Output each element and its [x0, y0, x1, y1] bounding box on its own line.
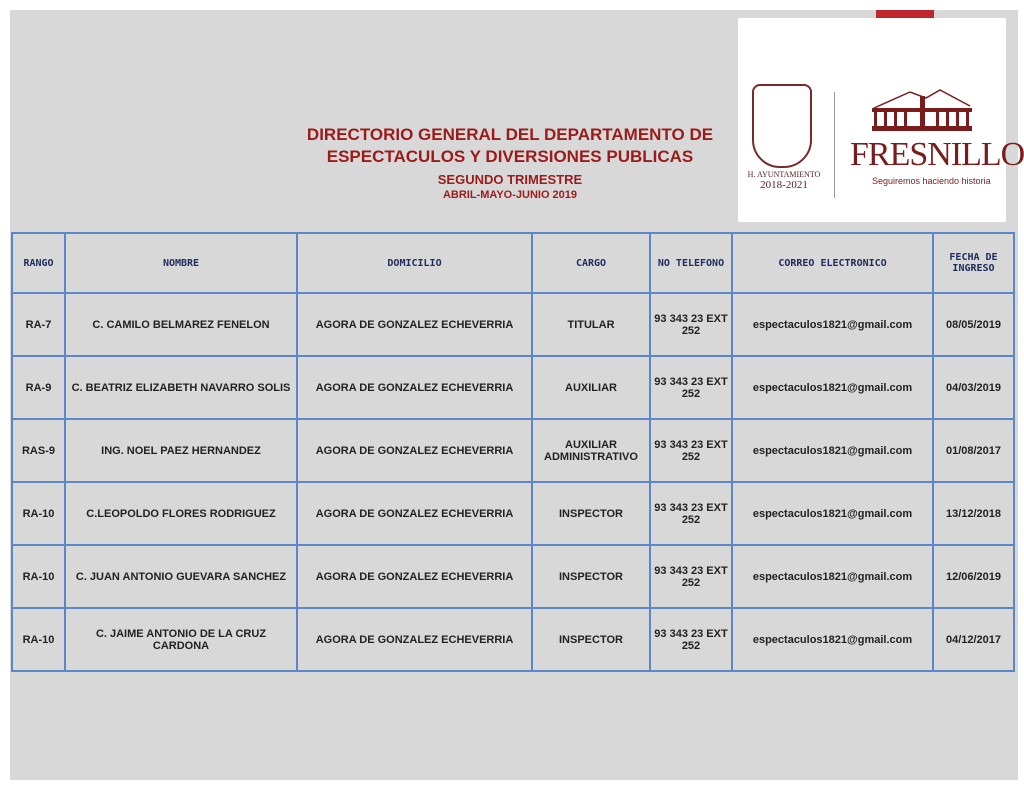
ayuntamiento-label: H. AYUNTAMIENTO 2018-2021: [747, 170, 821, 191]
table-cell: RA-10: [11, 481, 66, 546]
table-cell: C. BEATRIZ ELIZABETH NAVARRO SOLIS: [64, 355, 298, 420]
table-cell: INSPECTOR: [531, 607, 651, 672]
table-cell: AGORA DE GONZALEZ ECHEVERRIA: [296, 292, 533, 357]
table-row: RA-10 C. JAIME ANTONIO DE LA CRUZ CARDONA…: [11, 607, 1015, 672]
table-cell: espectaculos1821@gmail.com: [731, 355, 934, 420]
table-cell: espectaculos1821@gmail.com: [731, 607, 934, 672]
fresnillo-monument-icon: [872, 89, 972, 131]
table-cell: ING. NOEL PAEZ HERNANDEZ: [64, 418, 298, 483]
coat-of-arms-icon: [752, 84, 812, 168]
table-cell: TITULAR: [531, 292, 651, 357]
table-cell: espectaculos1821@gmail.com: [731, 418, 934, 483]
directory-table: RANGO NOMBRE DOMICILIO CARGO NO TELEFONO CORR…: [11, 232, 1015, 672]
table-cell: RAS-9: [11, 418, 66, 483]
table-cell: AGORA DE GONZALEZ ECHEVERRIA: [296, 544, 533, 609]
table-cell: AGORA DE GONZALEZ ECHEVERRIA: [296, 607, 533, 672]
column-header: FECHA DE INGRESO: [932, 232, 1015, 294]
table-cell: AGORA DE GONZALEZ ECHEVERRIA: [296, 418, 533, 483]
table-cell: AGORA DE GONZALEZ ECHEVERRIA: [296, 481, 533, 546]
table-cell: INSPECTOR: [531, 544, 651, 609]
column-header: NOMBRE: [64, 232, 298, 294]
table-row: RAS-9 ING. NOEL PAEZ HERNANDEZ AGORA DE GO…: [11, 418, 1015, 483]
table-cell: AUXILIAR ADMINISTRATIVO: [531, 418, 651, 483]
table-row: RA-9 C. BEATRIZ ELIZABETH NAVARRO SOLIS AG…: [11, 355, 1015, 420]
table-row: RA-10 C.LEOPOLDO FLORES RODRIGUEZ AGORA DE…: [11, 481, 1015, 546]
table-cell: 12/06/2019: [932, 544, 1015, 609]
table-cell: C.LEOPOLDO FLORES RODRIGUEZ: [64, 481, 298, 546]
column-header: RANGO: [11, 232, 66, 294]
table-cell: RA-10: [11, 544, 66, 609]
logo-divider: [834, 92, 835, 198]
table-cell: 04/03/2019: [932, 355, 1015, 420]
logo-block: H. AYUNTAMIENTO 2018-2021 FRESNILLO Segui…: [738, 18, 1024, 222]
column-header: CORREO ELECTRONICO: [731, 232, 934, 294]
slogan: Seguiremos haciendo historia: [872, 176, 991, 186]
table-cell: RA-7: [11, 292, 66, 357]
column-header: CARGO: [531, 232, 651, 294]
table-cell: 93 343 23 EXT 252: [649, 292, 733, 357]
table-cell: espectaculos1821@gmail.com: [731, 481, 934, 546]
subtitle: SEGUNDO TRIMESTRE: [437, 172, 583, 187]
table-cell: RA-10: [11, 607, 66, 672]
column-header: NO TELEFONO: [649, 232, 733, 294]
table-cell: 93 343 23 EXT 252: [649, 481, 733, 546]
table-cell: 08/05/2019: [932, 292, 1015, 357]
table-cell: C. JUAN ANTONIO GUEVARA SANCHEZ: [64, 544, 298, 609]
table-cell: espectaculos1821@gmail.com: [731, 292, 934, 357]
city-logo-text: FRESNILLO: [850, 136, 1024, 173]
table-cell: 01/08/2017: [932, 418, 1015, 483]
table-cell: 13/12/2018: [932, 481, 1015, 546]
table-cell: AUXILIAR: [531, 355, 651, 420]
table-cell: 93 343 23 EXT 252: [649, 544, 733, 609]
table-cell: 93 343 23 EXT 252: [649, 418, 733, 483]
table-cell: 93 343 23 EXT 252: [649, 355, 733, 420]
document-header: DIRECTORIO GENERAL DEL DEPARTAMENTO DE E…: [270, 124, 750, 201]
table-header-row: RANGO NOMBRE DOMICILIO CARGO NO TELEFONO CORR…: [11, 232, 1015, 294]
table-cell: AGORA DE GONZALEZ ECHEVERRIA: [296, 355, 533, 420]
column-header: DOMICILIO: [296, 232, 533, 294]
table-cell: C. JAIME ANTONIO DE LA CRUZ CARDONA: [64, 607, 298, 672]
period: ABRIL-MAYO-JUNIO 2019: [442, 189, 578, 201]
accent-bar: [876, 10, 934, 19]
table-cell: INSPECTOR: [531, 481, 651, 546]
table-cell: RA-9: [11, 355, 66, 420]
table-cell: espectaculos1821@gmail.com: [731, 544, 934, 609]
table-cell: 04/12/2017: [932, 607, 1015, 672]
table-row: RA-7 C. CAMILO BELMAREZ FENELON AGORA DE G…: [11, 292, 1015, 357]
table-row: RA-10 C. JUAN ANTONIO GUEVARA SANCHEZ AGOR…: [11, 544, 1015, 609]
title-line-1: DIRECTORIO GENERAL DEL DEPARTAMENTO DE: [306, 125, 714, 144]
table-cell: 93 343 23 EXT 252: [649, 607, 733, 672]
title-line-2: ESPECTACULOS Y DIVERSIONES PUBLICAS: [326, 147, 694, 166]
table-cell: C. CAMILO BELMAREZ FENELON: [64, 292, 298, 357]
